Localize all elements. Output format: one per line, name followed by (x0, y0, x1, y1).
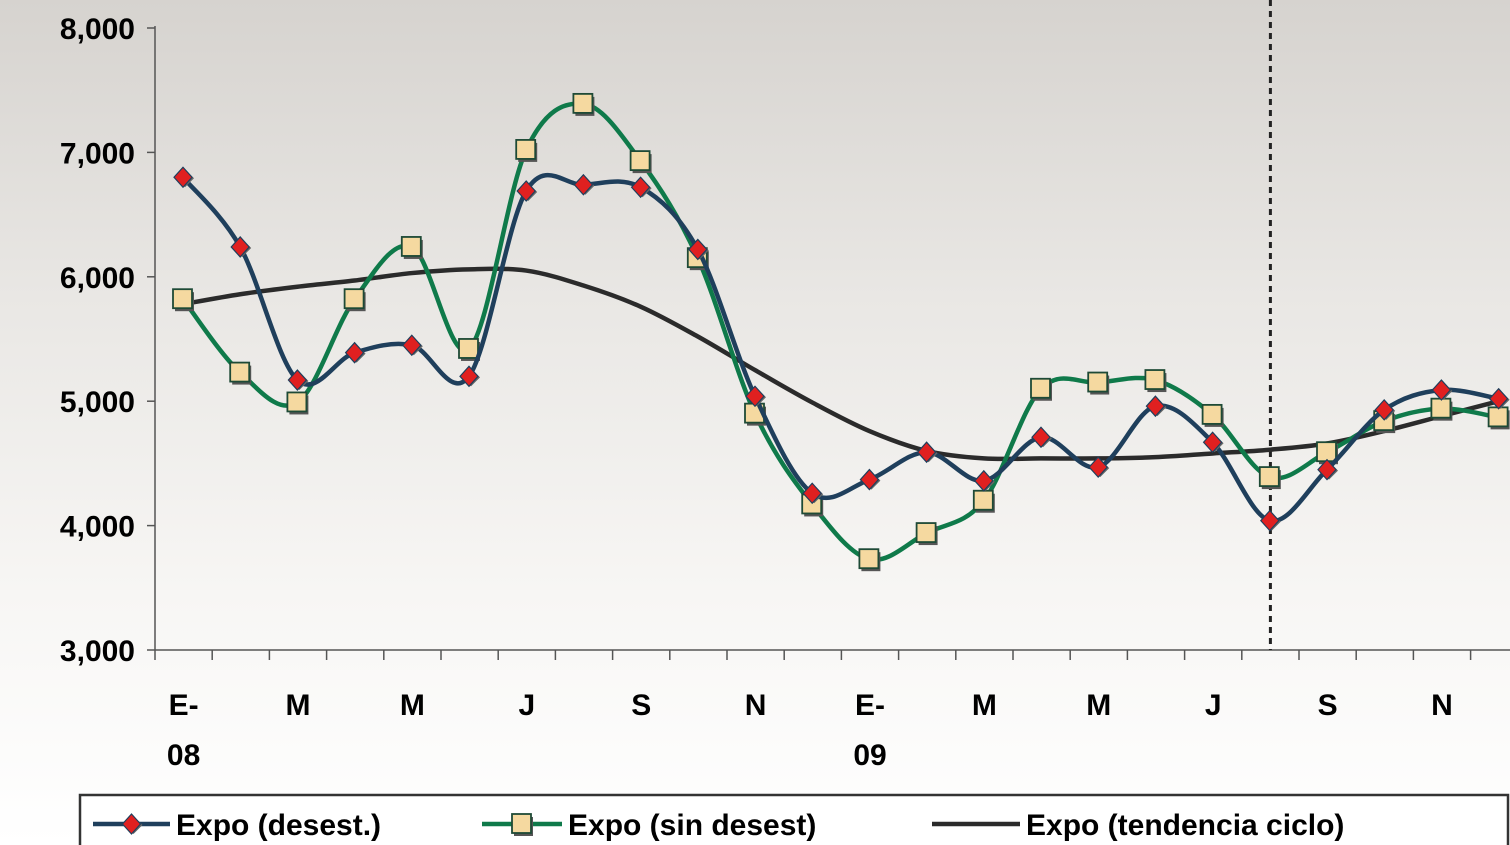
y-tick-label: 6,000 (60, 262, 135, 295)
data-point (458, 338, 479, 359)
x-tick-label: 08 (167, 739, 200, 772)
y-tick-label: 4,000 (60, 511, 135, 544)
data-point (344, 341, 365, 364)
data-point (915, 522, 937, 543)
y-tick-label: 3,000 (60, 635, 135, 668)
data-point (1030, 377, 1051, 399)
y-tick-label: 7,000 (60, 137, 135, 170)
data-point (516, 180, 537, 202)
data-point (459, 365, 479, 388)
data-point (401, 334, 422, 357)
x-tick-label: E- (855, 689, 885, 722)
data-point (286, 391, 308, 413)
data-point (343, 288, 365, 310)
series-line (181, 101, 1499, 563)
data-point (287, 369, 308, 391)
data-point (973, 469, 994, 492)
data-point (629, 150, 651, 172)
data-point (573, 173, 594, 196)
data-point (1487, 406, 1509, 428)
x-tick-label: M (972, 689, 997, 722)
legend-label: Expo (sin desest) (568, 809, 816, 842)
x-tick-label: S (1318, 689, 1338, 722)
legend-marker (511, 813, 532, 834)
data-point (1202, 431, 1223, 454)
data-point (1088, 456, 1109, 479)
axes: 8,000 7,000 6,000 5,000 4,000 3,000 E- 08 M M J S N E… (60, 0, 1510, 772)
legend: Expo (desest.) Expo (sin desest) Expo (ten… (78, 793, 1510, 845)
data-point (1145, 395, 1166, 418)
x-tick-label: M (400, 689, 425, 722)
series-2 (182, 266, 1500, 462)
data-point (173, 166, 193, 189)
data-point (1144, 369, 1166, 390)
data-point (1201, 403, 1223, 425)
legend-frame (78, 793, 1510, 845)
y-tick-label: 5,000 (60, 386, 135, 419)
data-point (230, 236, 251, 258)
data-point (1258, 466, 1280, 487)
x-tick-label: J (518, 689, 535, 722)
data-point (1430, 397, 1452, 419)
data-point (1431, 379, 1452, 401)
x-tick-label: 09 (853, 739, 886, 772)
data-point (745, 385, 765, 408)
data-point (859, 468, 880, 491)
data-point (1317, 458, 1337, 481)
legend-box: Expo (desest.) Expo (sin desest) Expo (ten… (78, 793, 1510, 845)
series-0 (173, 166, 1510, 532)
x-tick-label: N (745, 689, 767, 722)
x-tick-label: E- (169, 689, 199, 722)
data-point (572, 92, 594, 114)
data-point (1259, 509, 1280, 532)
series-1 (172, 92, 1510, 572)
series-line (182, 266, 1500, 462)
data-point (1488, 387, 1509, 410)
data-point (802, 482, 823, 505)
data-point (229, 361, 251, 383)
y-tick-label: 8,000 (60, 13, 135, 46)
legend-label: Expo (tendencia ciclo) (1026, 809, 1344, 842)
x-tick-label: S (631, 689, 651, 722)
data-point (515, 139, 537, 160)
legend-label: Expo (desest.) (176, 809, 381, 842)
x-tick-label: M (1086, 689, 1111, 722)
data-point (972, 489, 994, 511)
data-point (858, 548, 880, 570)
data-point (630, 176, 651, 199)
data-point (1316, 441, 1337, 463)
series-group (172, 92, 1510, 572)
data-point (916, 441, 937, 464)
x-tick-label: N (1431, 689, 1453, 722)
x-tick-label: M (286, 689, 311, 722)
data-point (1374, 399, 1395, 421)
data-point (687, 238, 708, 261)
data-point (1031, 426, 1051, 449)
data-point (1087, 371, 1109, 393)
legend-marker (121, 813, 142, 835)
data-point (172, 288, 193, 310)
data-point (400, 236, 422, 257)
x-tick-label: J (1205, 689, 1222, 722)
